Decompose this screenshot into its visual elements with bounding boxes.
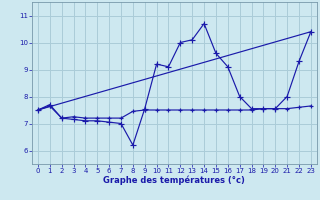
X-axis label: Graphe des températures (°c): Graphe des températures (°c) xyxy=(103,176,245,185)
